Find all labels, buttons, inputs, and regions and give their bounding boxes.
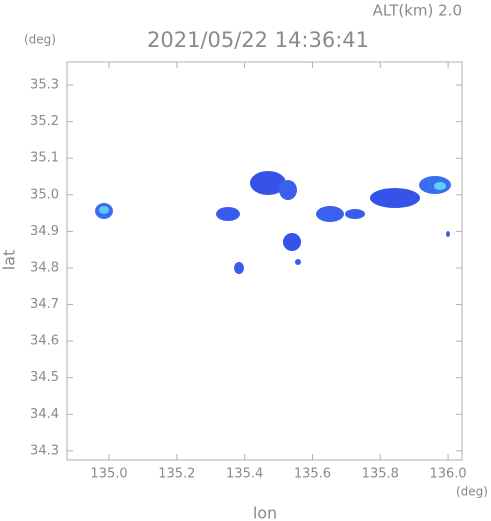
x-tick-label: 135.6 xyxy=(294,467,331,482)
altitude-label: ALT(km) 2.0 xyxy=(373,2,462,20)
echo xyxy=(279,180,297,200)
y-unit: (deg) xyxy=(24,33,56,47)
echo xyxy=(234,262,244,274)
echo xyxy=(446,231,450,237)
radar-echoes xyxy=(95,171,451,274)
echo xyxy=(434,182,446,190)
x-unit: (deg) xyxy=(456,485,488,499)
y-tick-label: 34.4 xyxy=(30,407,59,422)
echo xyxy=(99,206,109,214)
y-tick-label: 35.2 xyxy=(30,114,59,129)
x-tick-label: 136.0 xyxy=(429,467,466,482)
echo xyxy=(295,259,301,265)
y-tick-label: 34.8 xyxy=(30,260,59,275)
y-tick-label: 34.9 xyxy=(30,224,59,239)
y-tick-label: 34.5 xyxy=(30,370,59,385)
x-axis-label: lon xyxy=(253,504,277,521)
x-tick-label: 135.2 xyxy=(158,467,195,482)
echo xyxy=(283,233,301,251)
echo xyxy=(370,188,420,208)
y-tick-label: 35.1 xyxy=(30,151,59,166)
y-tick-label: 35.0 xyxy=(30,187,59,202)
x-tick-label: 135.4 xyxy=(226,467,263,482)
chart-title: 2021/05/22 14:36:41 xyxy=(147,28,369,52)
y-tick-label: 34.7 xyxy=(30,297,59,312)
echo xyxy=(345,209,365,219)
y-tick-label: 34.3 xyxy=(30,443,59,458)
echo xyxy=(316,206,344,222)
echo xyxy=(250,171,286,195)
y-axis-label: lat xyxy=(0,250,19,271)
x-tick-label: 135.0 xyxy=(90,467,127,482)
echo xyxy=(216,207,240,221)
y-tick-label: 34.6 xyxy=(30,334,59,349)
plot-frame xyxy=(66,61,463,461)
x-tick-label: 135.8 xyxy=(362,467,399,482)
y-tick-label: 35.3 xyxy=(30,78,59,93)
